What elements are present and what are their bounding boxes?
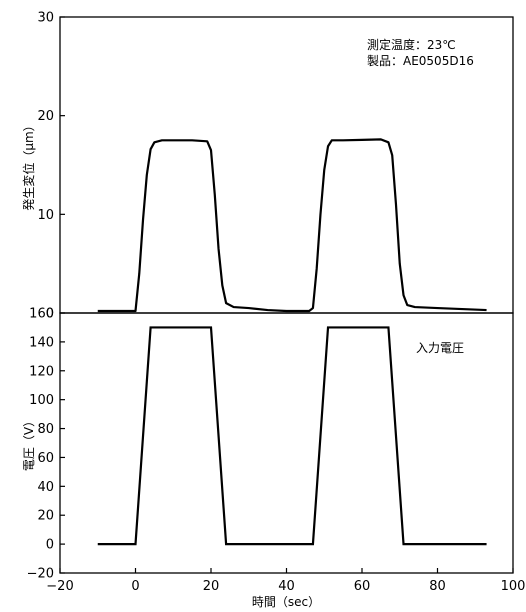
time-x-ticks: −20 0 20 40 60 80 100	[46, 568, 525, 594]
time-x-tick-label: 80	[429, 579, 446, 594]
voltage-y-tick-label: 60	[37, 451, 54, 466]
temperature-annotation: 測定温度：23℃	[367, 37, 456, 52]
time-x-tick-label: 40	[278, 579, 295, 594]
displacement-y-tick-label: 30	[37, 11, 54, 26]
time-x-tick-label: 60	[354, 579, 371, 594]
voltage-y-tick-label: 0	[46, 538, 54, 553]
product-annotation: 製品：AE0505D16	[367, 54, 474, 68]
voltage-y-axis-label: 電圧（V）	[22, 415, 36, 471]
displacement-y-axis-label: 発生変位（μm）	[21, 119, 36, 210]
time-x-tick-label: 20	[203, 579, 220, 594]
displacement-y-ticks: 0 10 20 30	[37, 11, 65, 322]
time-x-tick-label: −20	[46, 579, 73, 594]
voltage-y-tick-label: 40	[37, 480, 54, 495]
voltage-series-line	[97, 326, 487, 546]
voltage-y-tick-label: 20	[37, 509, 54, 524]
displacement-series-line	[97, 138, 487, 313]
voltage-y-tick-label: 100	[29, 393, 54, 408]
displacement-y-tick-label: 0	[46, 307, 54, 322]
voltage-y-ticks: −20 0 20 40 60 80 100 120 140 160	[27, 307, 65, 582]
displacement-y-tick-label: 10	[37, 208, 54, 223]
time-x-tick-label: 100	[501, 579, 526, 594]
voltage-y-tick-label: 80	[37, 422, 54, 437]
input-voltage-annotation: 入力電圧	[416, 341, 464, 355]
displacement-y-tick-label: 20	[37, 109, 54, 124]
voltage-y-tick-label: 140	[29, 335, 54, 350]
time-x-axis-label: 時間（sec）	[252, 595, 320, 609]
voltage-y-tick-label: −20	[27, 567, 54, 582]
time-x-tick-label: 0	[131, 579, 139, 594]
displacement-panel: 0 10 20 30 発生変位（μm） 測定温度：23℃ 製品：AE0505D16	[21, 11, 514, 322]
voltage-y-tick-label: 160	[29, 307, 54, 322]
voltage-y-tick-label: 120	[29, 364, 54, 379]
voltage-panel: −20 0 20 40 60 80 100 120 140 160 −20 0 20 40 60 80 100…	[22, 307, 525, 610]
